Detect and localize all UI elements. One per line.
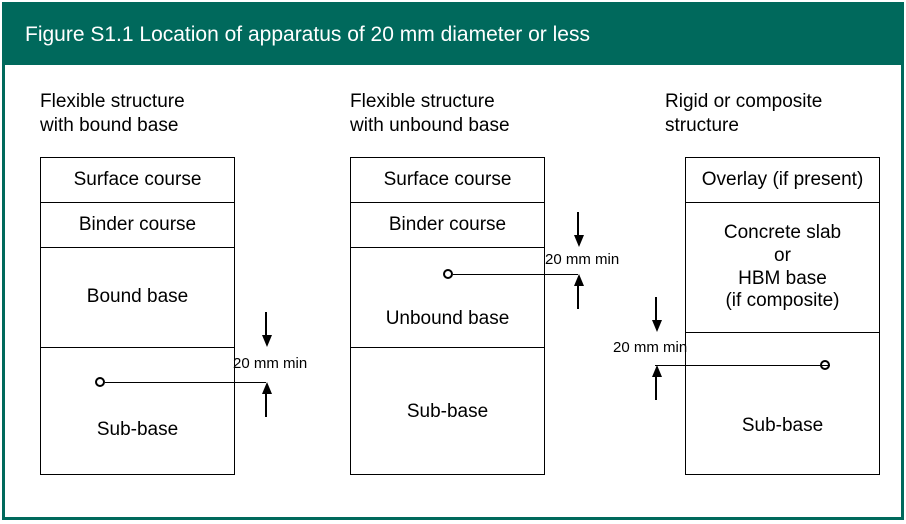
- dim-label-c: 20 mm min: [613, 339, 687, 356]
- col-c-box: Overlay (if present) Concrete slab or HB…: [685, 157, 880, 475]
- col-c-title: Rigid or compositestructure: [665, 90, 822, 138]
- col-a-box: Surface course Binder course Bound base …: [40, 157, 235, 475]
- col-a-layer-4-label: Sub-base: [97, 419, 178, 442]
- col-c-mid-l4: (if composite): [725, 290, 839, 313]
- diagram-area: Flexible structurewith bound base Surfac…: [5, 65, 901, 517]
- col-c-layer-3-label: Sub-base: [742, 415, 823, 438]
- col-a-layer-4: Sub-base: [41, 348, 234, 476]
- dim-label-b: 20 mm min: [545, 251, 619, 268]
- col-b-layer-2: Binder course: [351, 203, 544, 248]
- apparatus-b-icon: [443, 269, 453, 279]
- col-b-layer-3: Unbound base: [351, 248, 544, 348]
- col-c-layer-2: Concrete slab or HBM base (if composite): [686, 203, 879, 333]
- col-a-title: Flexible structurewith bound base: [40, 90, 185, 138]
- figure-frame: Figure S1.1 Location of apparatus of 20 …: [2, 2, 904, 520]
- col-c-mid-l1: Concrete slab: [724, 222, 841, 245]
- col-a-layer-3: Bound base: [41, 248, 234, 348]
- col-b-title: Flexible structurewith unbound base: [350, 90, 510, 138]
- col-b-layer-4: Sub-base: [351, 348, 544, 476]
- dim-label-a: 20 mm min: [233, 355, 307, 372]
- col-b-layer-1: Surface course: [351, 158, 544, 203]
- col-c-mid-l3: HBM base: [738, 268, 827, 291]
- apparatus-a-icon: [95, 377, 105, 387]
- col-c-layer-3: Sub-base: [686, 333, 879, 476]
- col-a-layer-2: Binder course: [41, 203, 234, 248]
- col-c-mid-l2: or: [774, 245, 791, 268]
- figure-title: Figure S1.1 Location of apparatus of 20 …: [25, 23, 590, 46]
- col-c-layer-1: Overlay (if present): [686, 158, 879, 203]
- col-b-box: Surface course Binder course Unbound bas…: [350, 157, 545, 475]
- title-bar: Figure S1.1 Location of apparatus of 20 …: [5, 5, 901, 65]
- col-a-layer-1: Surface course: [41, 158, 234, 203]
- col-b-layer-3-label: Unbound base: [386, 308, 510, 331]
